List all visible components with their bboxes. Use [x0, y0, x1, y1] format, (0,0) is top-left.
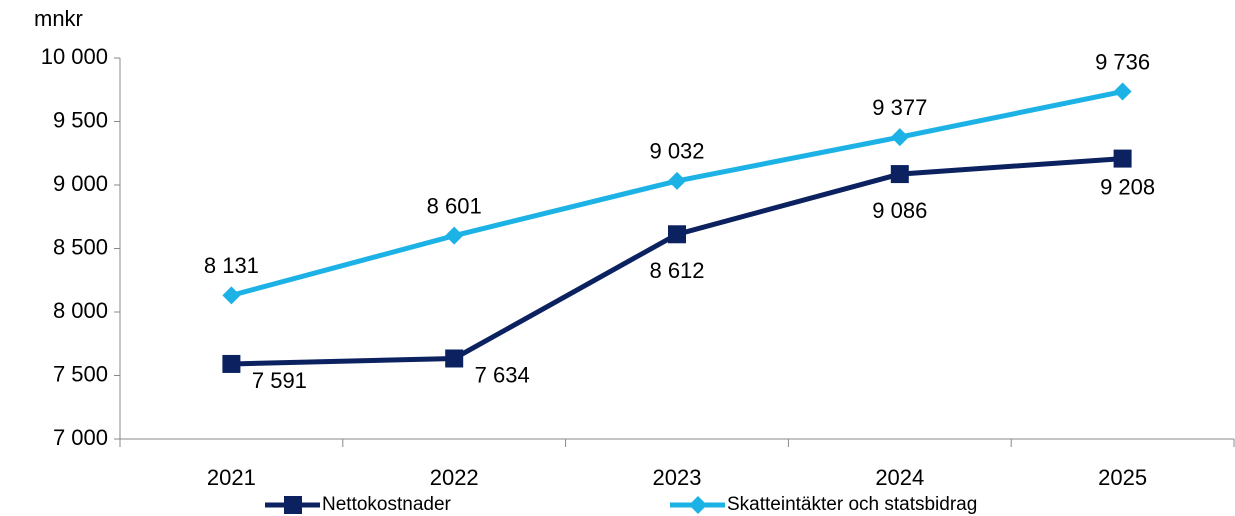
data-label: 9 377: [872, 95, 927, 120]
data-label: 9 736: [1095, 49, 1150, 74]
y-tick-label: 8 000: [53, 298, 108, 323]
x-tick-label: 2022: [430, 465, 479, 490]
data-label: 9 032: [649, 139, 704, 164]
y-axis-label: mnkr: [34, 6, 83, 31]
legend-marker: [284, 496, 302, 514]
data-point: [222, 354, 241, 373]
x-tick-label: 2023: [653, 465, 702, 490]
data-label: 8 131: [204, 253, 259, 278]
data-label: 9 086: [872, 198, 927, 223]
y-tick-label: 8 500: [53, 234, 108, 259]
y-tick-label: 9 500: [53, 107, 108, 132]
data-point: [668, 225, 686, 244]
y-tick-label: 9 000: [53, 171, 108, 196]
data-label: 8 612: [649, 258, 704, 283]
data-point: [1113, 149, 1132, 168]
y-tick-label: 10 000: [41, 44, 108, 69]
data-point: [890, 128, 909, 147]
legend-marker: [689, 496, 707, 514]
data-label: 7 591: [252, 368, 307, 393]
y-tick-label: 7 000: [53, 425, 108, 450]
y-tick-label: 7 500: [53, 361, 108, 386]
data-point: [445, 349, 464, 368]
data-label: 8 601: [427, 193, 482, 218]
legend-label: Skatteintäkter och statsbidrag: [727, 494, 977, 515]
x-tick-label: 2021: [207, 465, 256, 490]
data-label: 7 634: [475, 362, 530, 387]
legend-label: Nettokostnader: [322, 494, 452, 515]
x-tick-label: 2025: [1098, 465, 1147, 490]
data-point: [1113, 82, 1132, 101]
data-point: [445, 226, 464, 245]
data-point: [890, 165, 909, 184]
data-point: [222, 286, 241, 305]
x-tick-label: 2024: [875, 465, 924, 490]
data-point: [668, 171, 686, 190]
data-label: 9 208: [1100, 174, 1155, 199]
